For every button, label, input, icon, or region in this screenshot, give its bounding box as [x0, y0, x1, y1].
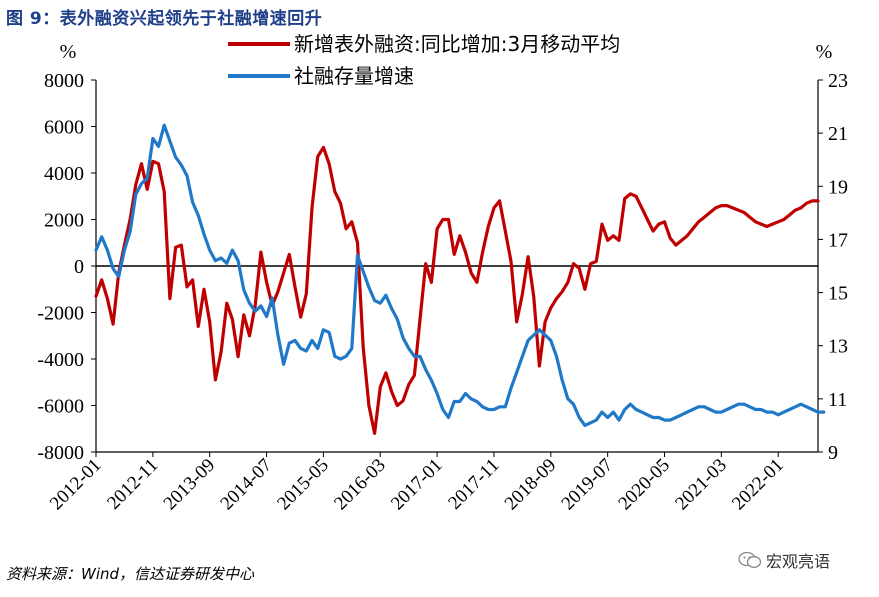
x-tick-label: 2018-09: [501, 455, 561, 515]
right-tick-label: 23: [828, 70, 848, 92]
left-tick-label: -2000: [37, 303, 84, 325]
series-line-blue: [94, 123, 826, 427]
x-tick-label: 2019-07: [558, 455, 618, 515]
left-tick-label: 6000: [44, 117, 84, 139]
x-tick-label: 2021-03: [671, 455, 731, 515]
x-tick-label: 2015-05: [273, 455, 333, 515]
left-tick-label: 0: [74, 256, 84, 278]
x-tick-label: 2017-01: [387, 455, 447, 515]
source-note: 资料来源：Wind，信达证券研发中心: [6, 565, 255, 583]
x-tick-label: 2020-05: [614, 455, 674, 515]
right-tick-label: 17: [828, 229, 848, 251]
left-tick-label: 4000: [44, 163, 84, 185]
right-tick-label: 11: [828, 389, 847, 411]
chart-axes: 8000 6000 4000 2000 0 -2000 -4000 -6000 -8000% 23…: [37, 41, 848, 514]
watermark-text: 宏观亮语: [766, 552, 831, 571]
legend-label: 社融存量增速: [294, 64, 414, 88]
watermark: 宏观亮语: [738, 548, 830, 572]
right-axis-unit: %: [816, 41, 833, 63]
left-tick-label: -8000: [37, 442, 84, 464]
left-tick-label: -6000: [37, 396, 84, 418]
x-tick-label: 2012-11: [103, 455, 162, 514]
x-tick-label: 2022-01: [728, 455, 788, 515]
figure-title: 图 9：表外融资兴起领先于社融增速回升: [6, 9, 323, 29]
left-tick-label: -4000: [37, 349, 84, 371]
chart-series: [94, 123, 826, 435]
left-tick-label: 8000: [44, 70, 84, 92]
left-axis-unit: %: [60, 41, 77, 63]
x-tick-label: 2014-07: [216, 455, 276, 515]
x-tick-label: 2013-09: [160, 455, 220, 515]
series-line-red: [94, 145, 820, 435]
legend-label: 新增表外融资:同比增加:3月移动平均: [294, 32, 620, 56]
x-tick-label: 2016-03: [330, 455, 390, 515]
right-tick-label: 19: [828, 176, 848, 198]
right-tick-label: 13: [828, 336, 848, 358]
left-tick-label: 2000: [44, 210, 84, 232]
wechat-icon: [738, 551, 762, 569]
right-tick-label: 9: [828, 442, 838, 464]
right-tick-label: 21: [828, 123, 848, 145]
x-tick-label: 2017-11: [444, 455, 503, 514]
right-tick-label: 15: [828, 283, 848, 305]
